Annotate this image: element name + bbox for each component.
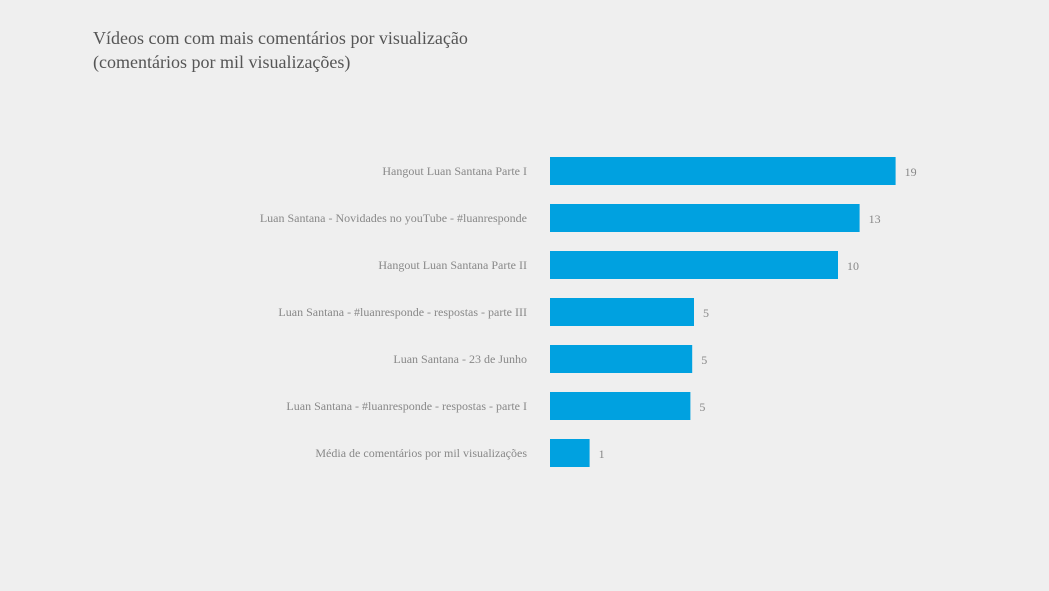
value-labels: 19 13 10 5 5 5 1 [599, 165, 917, 461]
category-label: Hangout Luan Santana Parte II [378, 258, 527, 272]
value-label: 5 [703, 306, 709, 320]
value-label: 10 [847, 259, 859, 273]
category-label: Hangout Luan Santana Parte I [382, 164, 527, 178]
chart-title: Vídeos com com mais comentários por visu… [93, 28, 468, 48]
chart-title-block: Vídeos com com mais comentários por visu… [93, 26, 693, 74]
bars [550, 157, 896, 467]
chart-subtitle: (comentários por mil visualizações) [93, 52, 351, 72]
category-labels: Hangout Luan Santana Parte I Luan Santana… [260, 164, 527, 460]
bar [550, 251, 838, 279]
value-label: 19 [905, 165, 917, 179]
category-label: Luan Santana - 23 de Junho [393, 352, 527, 366]
value-label: 5 [701, 353, 707, 367]
bar [550, 204, 860, 232]
category-label: Luan Santana - #luanresponde - respostas… [286, 399, 527, 413]
bar [550, 298, 694, 326]
value-label: 5 [699, 400, 705, 414]
bar [550, 157, 896, 185]
category-label: Média de comentários por mil visualizaçõ… [315, 446, 527, 460]
value-label: 1 [599, 447, 605, 461]
bar [550, 392, 691, 420]
bar [550, 345, 693, 373]
value-label: 13 [869, 212, 881, 226]
category-label: Luan Santana - #luanresponde - respostas… [278, 305, 527, 319]
bar [550, 439, 590, 467]
category-label: Luan Santana - Novidades no youTube - #l… [260, 211, 527, 225]
